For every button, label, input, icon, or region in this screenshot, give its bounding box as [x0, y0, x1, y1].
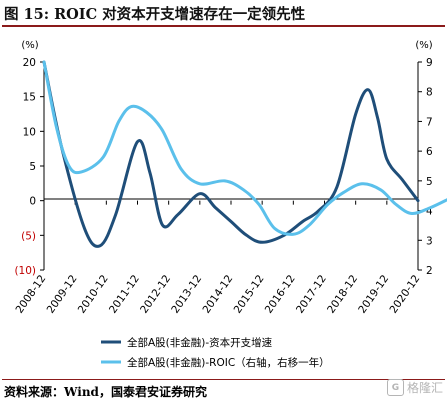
left-tick-label: 0 [29, 196, 36, 208]
right-tick-label: 3 [426, 235, 433, 247]
x-tick-label: 2020-12 [387, 273, 422, 316]
left-tick-label: 5 [29, 161, 36, 173]
x-tick-label: 2008-12 [13, 273, 48, 316]
right-tick-label: 5 [426, 176, 433, 188]
x-tick-label: 2013-12 [169, 273, 204, 316]
watermark: G 格隆汇 [386, 379, 443, 396]
right-tick-label: 9 [426, 57, 433, 69]
legend: 全部A股(非金融)-资本开支增速 全部A股(非金融)-ROIC（右轴，右移一年） [101, 336, 330, 369]
x-tick-label: 2014-12 [200, 273, 235, 316]
legend-label-capex: 全部A股(非金融)-资本开支增速 [127, 336, 273, 349]
left-tick-label: (10) [14, 265, 36, 277]
left-tick-label: 10 [23, 126, 36, 138]
left-axis-unit: (%) [21, 40, 38, 51]
right-tick-label: 6 [426, 146, 433, 158]
x-tick-label: 2016-12 [263, 273, 298, 316]
legend-label-roic: 全部A股(非金融)-ROIC（右轴，右移一年） [127, 356, 330, 369]
x-tick-label: 2018-12 [325, 273, 360, 316]
right-tick-label: 7 [426, 116, 433, 128]
right-tick-label: 8 [426, 87, 433, 99]
left-tick-label: 20 [23, 57, 36, 69]
x-tick-label: 2015-12 [232, 273, 267, 316]
right-tick-label: 2 [426, 265, 433, 277]
source-note: 资料来源：Wind，国泰君安证券研究 [4, 385, 207, 399]
left-tick-label: (5) [21, 230, 36, 242]
right-tick-label: 4 [426, 206, 433, 218]
watermark-text: 格隆汇 [406, 381, 443, 395]
series-line-roic [42, 60, 447, 236]
chart-title: 图 15: ROIC 对资本开支增速存在一定领先性 [4, 6, 306, 23]
watermark-logo-icon: G [386, 379, 404, 396]
series-line-capex-growth [42, 60, 420, 248]
title-divider [2, 25, 445, 27]
x-tick-label: 2010-12 [76, 273, 111, 316]
x-tick-label: 2011-12 [107, 273, 142, 316]
x-tick-label: 2009-12 [45, 273, 80, 316]
x-tick-label: 2012-12 [138, 273, 173, 316]
right-axis-unit: (%) [415, 40, 432, 51]
x-tick-label: 2017-12 [294, 273, 329, 316]
left-tick-label: 15 [23, 92, 36, 104]
x-tick-label: 2019-12 [356, 273, 391, 316]
source-divider [2, 379, 445, 380]
